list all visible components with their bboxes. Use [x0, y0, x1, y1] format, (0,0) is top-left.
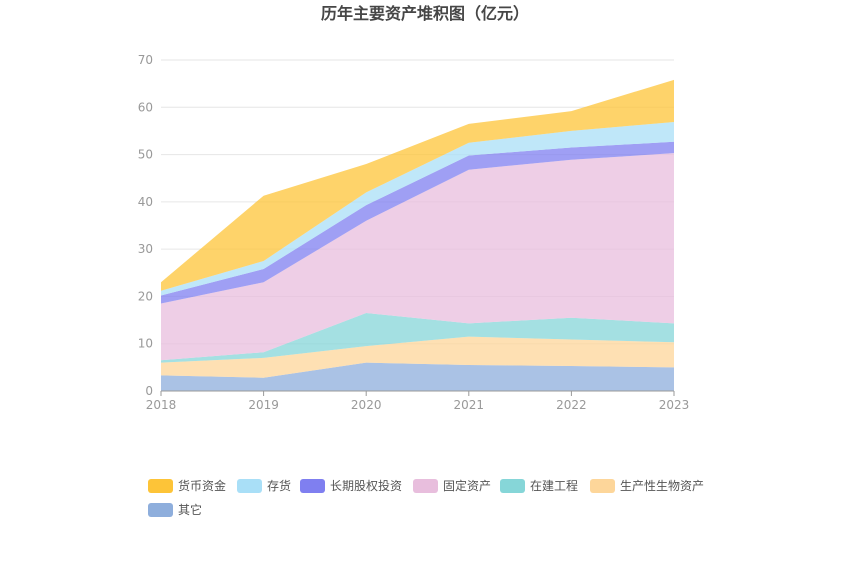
legend-swatch: [237, 479, 262, 493]
legend-swatch: [300, 479, 325, 493]
area-0[interactable]: [161, 362, 674, 391]
y-tick-label: 0: [145, 384, 153, 398]
x-tick-label: 2018: [146, 398, 177, 412]
legend-label: 货币资金: [178, 478, 226, 493]
legend-swatch: [413, 479, 438, 493]
area-5[interactable]: [161, 121, 674, 296]
area-6[interactable]: [161, 79, 674, 291]
legend-swatch: [590, 479, 615, 493]
y-tick-label: 20: [138, 289, 153, 303]
y-tick-label: 60: [138, 100, 153, 114]
y-tick-label: 40: [138, 195, 153, 209]
area-2[interactable]: [161, 312, 674, 363]
area-4[interactable]: [161, 141, 674, 304]
legend-item[interactable]: 生产性生物资产: [590, 479, 704, 493]
y-tick-label: 70: [138, 53, 153, 67]
y-tick-label: 10: [138, 337, 153, 351]
x-tick-label: 2019: [248, 398, 279, 412]
area-series: [161, 79, 674, 391]
legend-swatch: [500, 479, 525, 493]
legend-label: 其它: [178, 502, 202, 517]
area-3[interactable]: [161, 153, 674, 361]
legend-item[interactable]: 长期股权投资: [300, 478, 402, 493]
x-tick-label: 2020: [351, 398, 382, 412]
chart-title: 历年主要资产堆积图（亿元）: [321, 4, 529, 23]
x-tick-label: 2023: [659, 398, 690, 412]
y-tick-label: 50: [138, 148, 153, 162]
legend-label: 存货: [267, 478, 291, 493]
legend-item[interactable]: 固定资产: [413, 478, 491, 493]
x-tick-label: 2022: [556, 398, 587, 412]
legend-item[interactable]: 存货: [237, 478, 291, 493]
x-tick-label: 2021: [454, 398, 485, 412]
legend-label: 固定资产: [443, 478, 491, 493]
legend-item[interactable]: 在建工程: [500, 478, 578, 493]
legend-label: 长期股权投资: [330, 478, 402, 493]
area-1[interactable]: [161, 336, 674, 378]
legend-label: 生产性生物资产: [620, 479, 704, 493]
y-tick-label: 30: [138, 242, 153, 256]
legend-label: 在建工程: [530, 478, 578, 493]
legend-swatch: [148, 479, 173, 493]
legend-item[interactable]: 货币资金: [148, 478, 226, 493]
axes: 0 10 20 30 40 50 60 70 2018 2019 2020 2021 2022 2023: [138, 53, 690, 412]
legend-item[interactable]: 其它: [148, 502, 202, 517]
legend-swatch: [148, 503, 173, 517]
